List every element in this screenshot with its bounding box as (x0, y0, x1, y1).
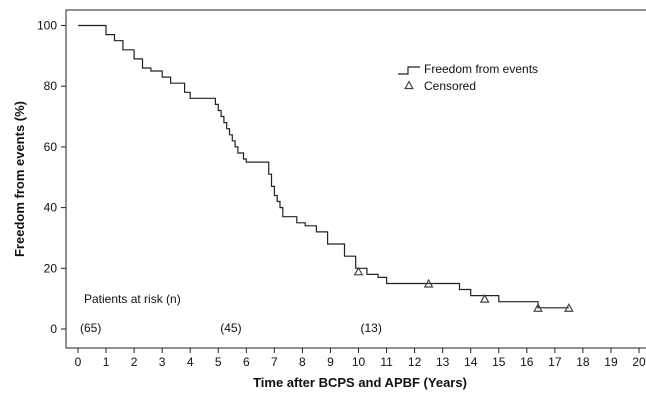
x-tick-label: 18 (576, 355, 590, 369)
risk-count-label: (45) (220, 321, 241, 335)
x-tick-label: 13 (436, 355, 450, 369)
censored-marker (423, 278, 434, 288)
y-tick-label: 60 (44, 140, 58, 154)
x-tick-label: 0 (75, 355, 82, 369)
x-tick-label: 10 (352, 355, 366, 369)
x-tick-label: 4 (187, 355, 194, 369)
x-tick-label: 7 (271, 355, 278, 369)
x-tick-label: 6 (243, 355, 250, 369)
series-layer (78, 24, 569, 309)
censored-marker (479, 293, 490, 303)
x-tick-label: 19 (604, 355, 618, 369)
y-tick-label: 0 (50, 322, 57, 336)
risk-count-label: (13) (361, 321, 382, 335)
x-tick-label: 20 (632, 355, 646, 369)
x-axis-title: Time after BCPS and APBF (Years) (253, 375, 467, 390)
x-tick-label: 9 (327, 355, 334, 369)
x-axis-ticks: 0 1 2 3 4 5 6 7 8 9 10 11 12 13 14 15 16 17 18 19 20 (75, 348, 646, 369)
x-tick-label: 3 (159, 355, 166, 369)
x-tick-label: 8 (299, 355, 306, 369)
risk-count-label: (65) (80, 321, 101, 335)
y-axis-ticks: 0 20 40 60 80 100 (37, 19, 66, 336)
x-tick-label: 5 (215, 355, 222, 369)
censored-marker (353, 266, 364, 276)
legend-censored-label: Censored (424, 79, 476, 93)
y-tick-label: 100 (37, 19, 57, 33)
x-tick-label: 1 (103, 355, 110, 369)
km-step-line (78, 24, 569, 309)
x-tick-label: 15 (492, 355, 506, 369)
x-tick-label: 12 (408, 355, 422, 369)
legend-censored-marker (404, 80, 414, 90)
patients-at-risk: Patients at risk (n) (65) (45) (13) (80, 292, 382, 335)
censor-markers (353, 266, 574, 312)
censored-marker (564, 303, 574, 312)
patients-at-risk-title: Patients at risk (n) (84, 292, 181, 306)
y-tick-label: 20 (44, 261, 58, 275)
y-axis-title: Freedom from events (%) (12, 101, 27, 257)
legend-line-label: Freedom from events (424, 62, 538, 76)
y-tick-label: 40 (44, 201, 58, 215)
legend: Freedom from events Censored (398, 62, 538, 93)
plot-frame (65, 9, 646, 349)
x-tick-label: 14 (464, 355, 478, 369)
x-tick-label: 11 (380, 355, 393, 369)
x-tick-label: 17 (548, 355, 562, 369)
censored-marker (533, 303, 543, 312)
y-tick-label: 80 (44, 79, 58, 93)
plot-axes (65, 9, 646, 349)
x-tick-label: 16 (520, 355, 534, 369)
x-tick-label: 2 (131, 355, 138, 369)
legend-line-swatch (398, 66, 420, 75)
